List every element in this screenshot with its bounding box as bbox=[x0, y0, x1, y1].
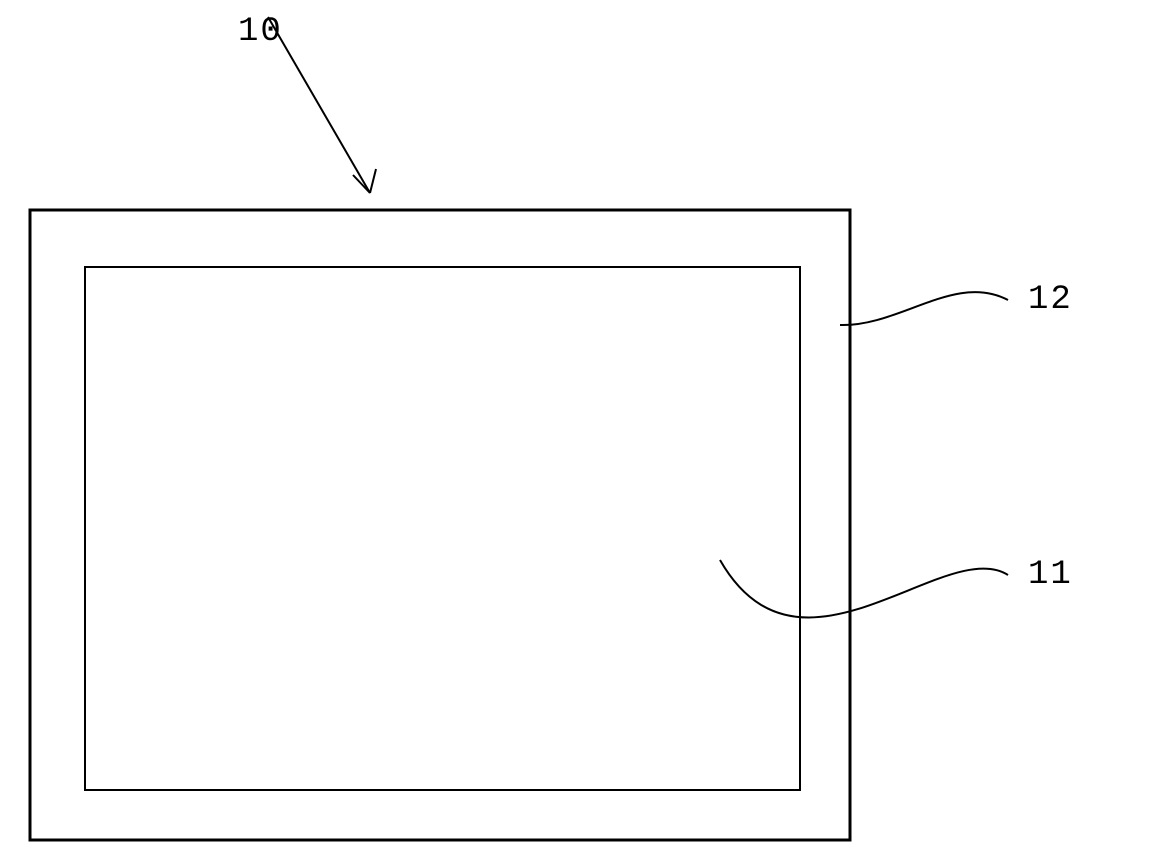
label-11: 11 bbox=[1028, 556, 1073, 594]
arrow-10 bbox=[268, 17, 376, 193]
outer-rect bbox=[30, 210, 850, 840]
label-12: 12 bbox=[1028, 281, 1073, 319]
inner-rect bbox=[85, 267, 800, 790]
label-10: 10 bbox=[238, 13, 283, 51]
diagram-canvas: 10 12 11 bbox=[0, 0, 1152, 862]
leader-12 bbox=[840, 292, 1008, 325]
leader-11 bbox=[720, 560, 1008, 617]
